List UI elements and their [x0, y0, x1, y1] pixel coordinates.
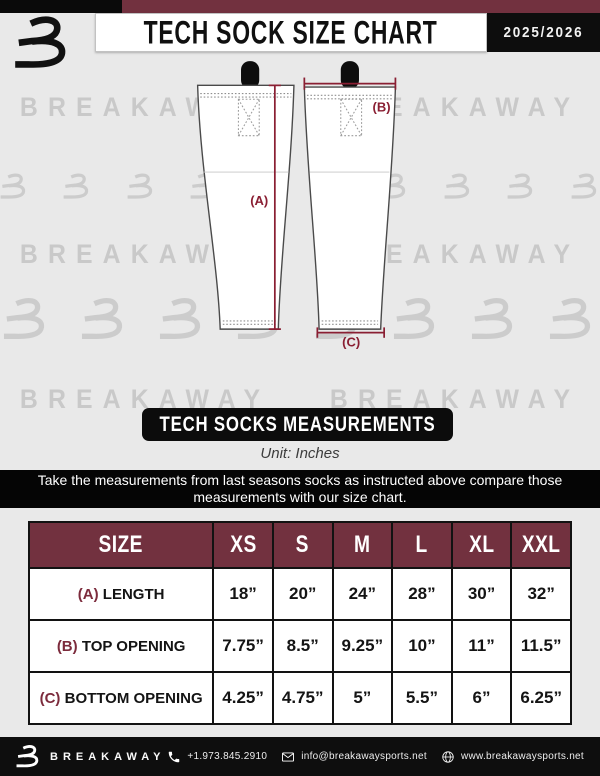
season-badge: 2025/2026 — [487, 13, 600, 52]
measurement-label-a: (A) — [250, 193, 268, 208]
column-header-xl: XL — [450, 521, 513, 569]
globe-icon — [442, 750, 454, 763]
instruction-line-2: measurements with our size chart. — [193, 489, 407, 505]
measurement-label-c: (C) — [342, 334, 360, 349]
footer-bar: BREAKAWAY +1.973.845.2910 info@breakaway… — [0, 737, 600, 776]
footer-email-text: info@breakawaysports.net — [301, 751, 427, 762]
measurement-line-b — [303, 77, 397, 90]
cell-bottom-xs: 4.25” — [212, 671, 274, 725]
header-strip-black — [0, 0, 122, 13]
cell-length-s: 20” — [271, 567, 334, 621]
footer-brand: BREAKAWAY — [16, 744, 166, 770]
sock-measurement-diagram: (A) (B) (C) — [196, 61, 397, 349]
instruction-line-1: Take the measurements from last seasons … — [37, 472, 563, 488]
footer-website-text: www.breakawaysports.net — [460, 751, 584, 762]
cell-top-xxl: 11.5” — [510, 619, 572, 673]
footer-contacts: +1.973.845.2910 info@breakawaysports.net… — [167, 750, 584, 764]
sock-tab — [241, 61, 260, 89]
bottom-stitch-lines — [222, 320, 379, 325]
table-header-row: SIZE XS S M L XL XXL — [27, 521, 572, 569]
table-row-length: (A) LENGTH 18” 20” 24” 28” 30” 32” — [27, 567, 572, 621]
unit-note: Unit: Inches — [260, 445, 340, 462]
column-header-m: M — [331, 521, 394, 569]
size-chart-table: SIZE XS S M L XL XXL (A) LENGTH 18” 20” … — [27, 521, 572, 725]
column-header-s: S — [271, 521, 334, 569]
cell-top-xs: 7.75” — [212, 619, 274, 673]
row-label-length: (A) LENGTH — [27, 567, 215, 621]
measurements-banner: TECH SOCKS MEASUREMENTS — [142, 408, 453, 441]
measurement-line-a — [268, 84, 281, 330]
breakaway-logo-icon — [16, 744, 42, 770]
season-label: 2025/2026 — [503, 24, 584, 41]
footer-email: info@breakawaysports.net — [281, 750, 427, 764]
sock-back-outline — [303, 86, 397, 330]
breakaway-logo-icon — [14, 14, 74, 74]
measurement-line-c — [316, 327, 386, 338]
measurements-banner-label: TECH SOCKS MEASUREMENTS — [159, 412, 436, 436]
cell-length-xs: 18” — [212, 567, 274, 621]
stitch-patch — [237, 98, 363, 137]
cell-length-m: 24” — [331, 567, 394, 621]
cell-bottom-l: 5.5” — [391, 671, 453, 725]
footer-brand-name: BREAKAWAY — [50, 750, 166, 763]
row-label-top-opening: (B) TOP OPENING — [27, 619, 215, 673]
top-stitch-lines — [200, 93, 393, 100]
cell-length-xxl: 32” — [510, 567, 572, 621]
footer-phone: +1.973.845.2910 — [167, 750, 267, 764]
cell-bottom-xl: 6” — [450, 671, 513, 725]
cell-bottom-xxl: 6.25” — [510, 671, 572, 725]
column-header-xs: XS — [212, 521, 274, 569]
table-row-top-opening: (B) TOP OPENING 7.75” 8.5” 9.25” 10” 11”… — [27, 619, 572, 673]
cell-bottom-s: 4.75” — [271, 671, 334, 725]
cell-top-xl: 11” — [450, 619, 513, 673]
measurement-label-b: (B) — [373, 99, 391, 114]
title-box: TECH SOCK SIZE CHART — [95, 13, 487, 52]
cell-bottom-m: 5” — [331, 671, 394, 725]
cell-top-s: 8.5” — [271, 619, 334, 673]
phone-icon — [169, 751, 180, 762]
cell-top-m: 9.25” — [331, 619, 394, 673]
cell-length-l: 28” — [391, 567, 453, 621]
column-header-size: SIZE — [27, 521, 215, 569]
instruction-bar: Take the measurements from last seasons … — [0, 470, 600, 508]
cell-top-l: 10” — [391, 619, 453, 673]
footer-website: www.breakawaysports.net — [441, 750, 584, 764]
column-header-l: L — [391, 521, 453, 569]
sock-tab — [340, 61, 359, 89]
table-row-bottom-opening: (C) BOTTOM OPENING 4.25” 4.75” 5” 5.5” 6… — [27, 671, 572, 725]
cell-length-xl: 30” — [450, 567, 513, 621]
column-header-xxl: XXL — [510, 521, 572, 569]
row-label-bottom-opening: (C) BOTTOM OPENING — [27, 671, 215, 725]
header-strip-maroon — [122, 0, 600, 13]
footer-phone-text: +1.973.845.2910 — [187, 751, 268, 762]
page-title: TECH SOCK SIZE CHART — [144, 13, 438, 51]
mail-icon — [282, 751, 295, 762]
